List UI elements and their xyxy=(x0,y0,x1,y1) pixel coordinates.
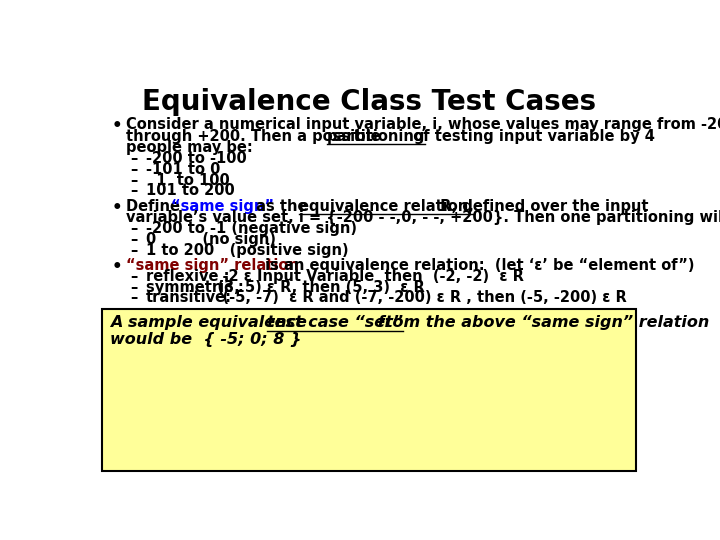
Text: is an equivalence relation:  (let ‘ε’ be “element of”): is an equivalence relation: (let ‘ε’ be … xyxy=(260,258,694,273)
Text: Consider a numerical input variable, i, whose values may range from -200: Consider a numerical input variable, i, … xyxy=(126,117,720,132)
Text: -200 to -1 (negative sign): -200 to -1 (negative sign) xyxy=(145,221,357,236)
Text: –: – xyxy=(130,221,138,236)
Text: –: – xyxy=(130,232,138,247)
Text: •: • xyxy=(112,117,122,135)
Text: equivalence relation,: equivalence relation, xyxy=(299,199,474,214)
Text: –: – xyxy=(130,242,138,258)
Text: A sample equivalence: A sample equivalence xyxy=(110,315,312,330)
Text: “same sign” relation: “same sign” relation xyxy=(126,258,299,273)
FancyBboxPatch shape xyxy=(102,309,636,471)
Text: from the above “same sign” relation: from the above “same sign” relation xyxy=(372,315,710,330)
Text: •: • xyxy=(112,199,122,217)
Text: 0         (no sign): 0 (no sign) xyxy=(145,232,276,247)
Text: –: – xyxy=(130,162,138,177)
Text: -200 to -100: -200 to -100 xyxy=(145,151,246,166)
Text: •: • xyxy=(112,258,122,276)
Text: test case “set”: test case “set” xyxy=(267,315,403,330)
Text: –: – xyxy=(130,280,138,295)
Text: of testing input variable by 4: of testing input variable by 4 xyxy=(403,129,655,144)
Text: reflexive :: reflexive : xyxy=(145,269,229,284)
Text: people may be:: people may be: xyxy=(126,140,253,156)
Text: through +200. Then a possible: through +200. Then a possible xyxy=(126,129,385,144)
Text: as the: as the xyxy=(251,199,313,214)
Text: –: – xyxy=(130,269,138,284)
Text: “same sign”: “same sign” xyxy=(171,199,274,214)
Text: Equivalence Class Test Cases: Equivalence Class Test Cases xyxy=(142,88,596,116)
Text: variable’s value set, i = {-200 - -,0, - -, +200}. Then one partitioning will be: variable’s value set, i = {-200 - -,0, -… xyxy=(126,211,720,225)
Text: 101 to 200: 101 to 200 xyxy=(145,184,235,198)
Text: (3, 5) ε R, then (5, 3)  ε R: (3, 5) ε R, then (5, 3) ε R xyxy=(202,280,424,295)
Text: R, defined over the input: R, defined over the input xyxy=(435,199,648,214)
Text: transitive:: transitive: xyxy=(145,291,232,306)
Text: –: – xyxy=(130,173,138,187)
Text: symmetric :: symmetric : xyxy=(145,280,243,295)
Text: –: – xyxy=(130,291,138,306)
Text: –: – xyxy=(130,184,138,198)
Text: partitioning: partitioning xyxy=(327,129,426,144)
Text: -101 to 0: -101 to 0 xyxy=(145,162,220,177)
Text: 1 to 200   (positive sign): 1 to 200 (positive sign) xyxy=(145,242,348,258)
Text: would be  { -5; 0; 8 }: would be { -5; 0; 8 } xyxy=(110,332,302,347)
Text: -2 ε Input Variable  then  (-2, -2)  ε R: -2 ε Input Variable then (-2, -2) ε R xyxy=(202,269,523,284)
Text: 1  to 100: 1 to 100 xyxy=(145,173,230,187)
Text: –: – xyxy=(130,151,138,166)
Text: (-5, -7)  ε R and (-7, -200) ε R , then (-5, -200) ε R: (-5, -7) ε R and (-7, -200) ε R , then (… xyxy=(202,291,626,306)
Text: Define: Define xyxy=(126,199,185,214)
